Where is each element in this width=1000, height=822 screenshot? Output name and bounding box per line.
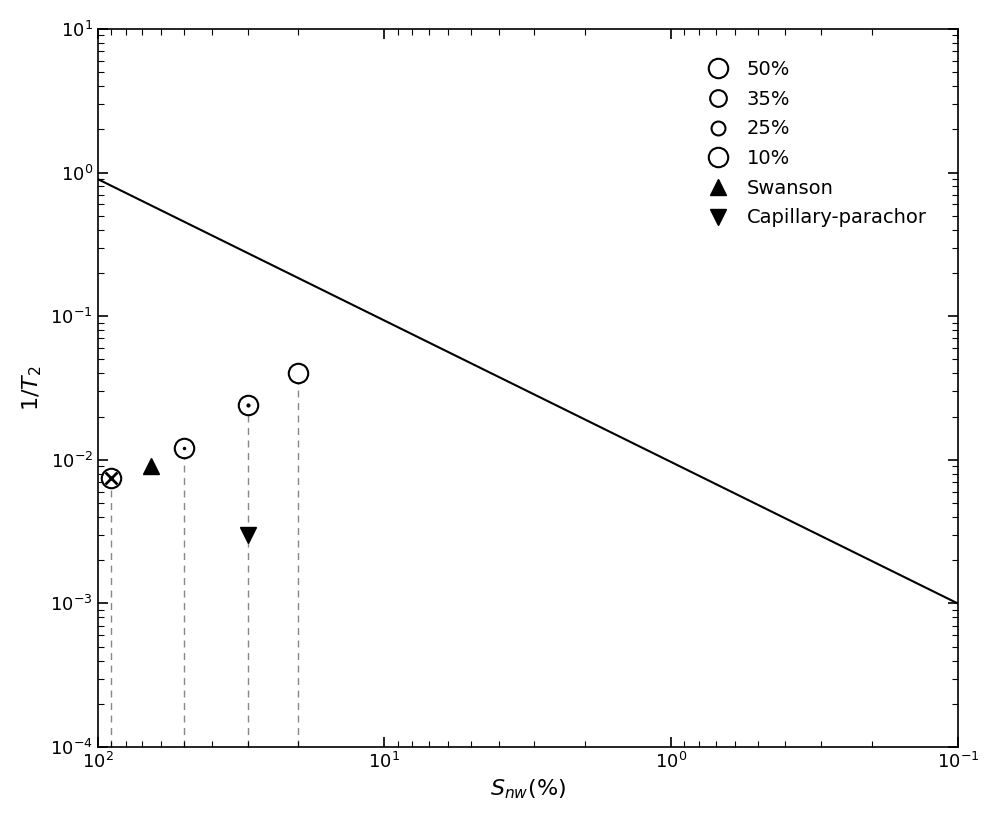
Y-axis label: $1/T_2$: $1/T_2$ (21, 365, 44, 411)
Legend: 50%, 35%, 25%, 10%, Swanson, Capillary-parachor: 50%, 35%, 25%, 10%, Swanson, Capillary-p… (700, 53, 935, 235)
X-axis label: $S_{nw}$(%): $S_{nw}$(%) (490, 778, 566, 801)
